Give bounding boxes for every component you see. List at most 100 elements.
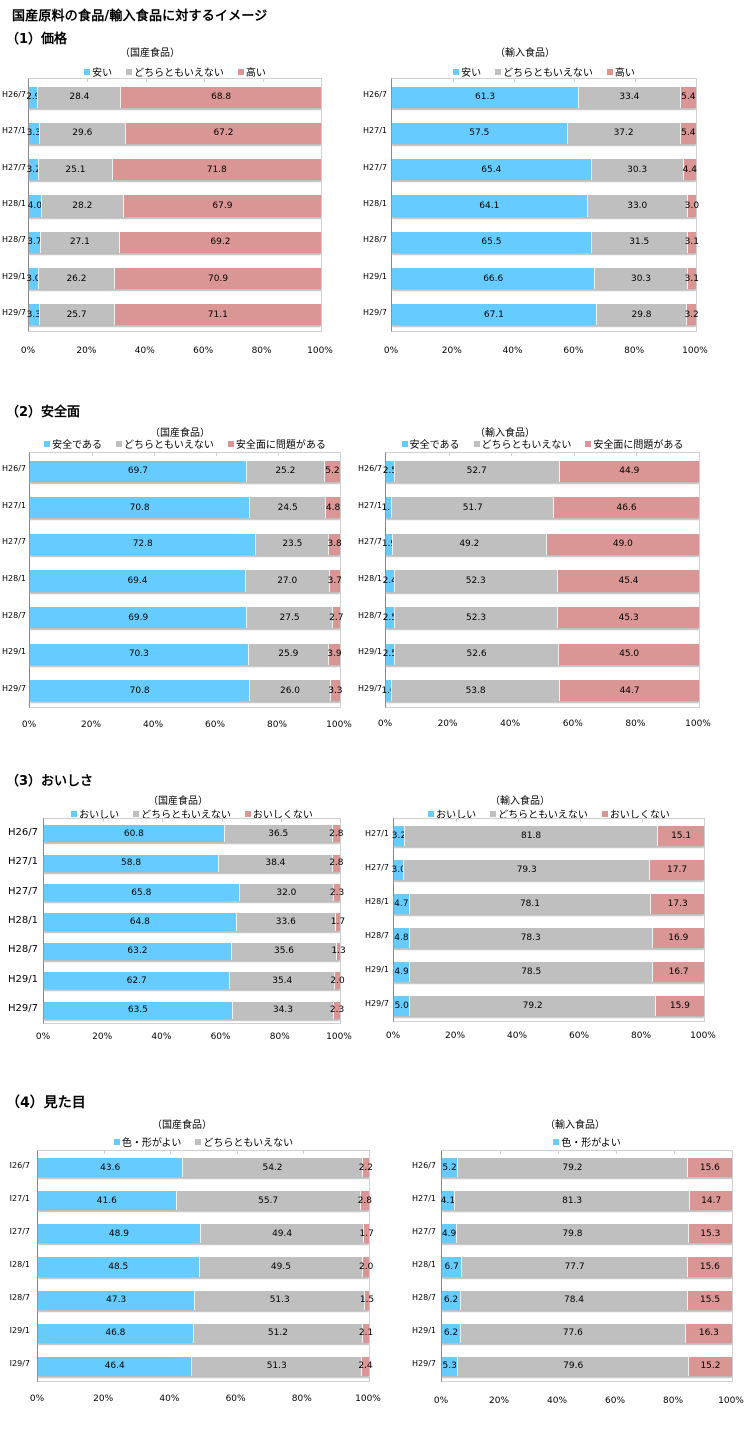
bar-segment-negative: 15.9 xyxy=(654,996,704,1016)
plot-area: 69.7 25.2 5.2 70.8 24.5 4.8 72.8 23.5 3.8 69.4 27.… xyxy=(29,452,343,708)
data-label: 5.4 xyxy=(681,92,696,103)
data-label: 79.8 xyxy=(562,1228,583,1239)
x-tick-label: 40% xyxy=(151,1032,172,1042)
legend-swatch-negative xyxy=(606,68,613,75)
x-tick-label: 0% xyxy=(35,1032,51,1042)
bar-row: 69.9 27.5 2.7 xyxy=(30,606,343,629)
data-label: 64.8 xyxy=(129,916,150,927)
bar-segment-neutral: 33.0 xyxy=(586,195,687,217)
category-label: H27/1 xyxy=(363,126,387,136)
bar-row: 65.8 32.0 2.3 xyxy=(44,884,344,902)
data-label: 3.2 xyxy=(391,830,407,841)
bar-row: 6.2 77.6 16.3 xyxy=(442,1323,732,1343)
bar-segment-positive: 60.8 xyxy=(44,825,224,843)
data-label: 51.7 xyxy=(462,502,483,513)
legend-swatch-positive xyxy=(84,68,91,75)
data-label: 79.2 xyxy=(522,1000,543,1011)
gridline-tick xyxy=(221,819,223,822)
bar-segment-negative: 1.7 xyxy=(331,913,345,931)
chart-legend: おいしい どちらともいえない おいしくない xyxy=(393,806,705,821)
bar-row: 60.8 36.5 2.8 xyxy=(44,825,344,843)
x-tick-label: 20% xyxy=(441,346,462,356)
bar-segment-neutral: 25.7 xyxy=(38,304,114,326)
bar-segment-positive: 3.3 xyxy=(27,122,41,144)
legend-label: どちらともいえない xyxy=(124,440,214,451)
bar-row: 48.5 49.5 2.0 xyxy=(38,1257,373,1277)
bar-segment-neutral: 24.5 xyxy=(249,497,326,519)
bar-segment-positive: 2.9 xyxy=(26,86,41,108)
category-label: H28/7 xyxy=(358,610,382,620)
bar-segment-neutral: 52.6 xyxy=(393,643,559,665)
gridline-tick xyxy=(162,819,164,822)
legend-swatch-neutral xyxy=(126,68,133,75)
bar-row: 4.1 81.3 14.7 xyxy=(441,1191,732,1211)
bar-segment-negative: 71.8 xyxy=(111,159,321,181)
bar-segment-positive: 72.8 xyxy=(30,533,256,556)
data-label: 14.7 xyxy=(701,1195,722,1206)
bar-segment-positive: 2.5 xyxy=(383,460,397,482)
gridline-tick xyxy=(635,79,637,82)
legend-label: 安全面に問題がある xyxy=(593,440,684,451)
bar-row: 4.0 28.2 67.9 xyxy=(28,195,321,217)
bar-segment-negative: 4.4 xyxy=(682,159,697,181)
data-label: 27.5 xyxy=(279,612,300,623)
bar-segment-positive: 3.2 xyxy=(391,826,407,846)
legend-label: どちらともいえない xyxy=(498,810,588,821)
chart-title: （国産食品） xyxy=(150,428,210,439)
data-label: 41.6 xyxy=(96,1195,117,1206)
data-label: 58.8 xyxy=(121,858,142,869)
bar-segment-positive: 65.4 xyxy=(392,159,591,181)
bar-segment-neutral: 78.5 xyxy=(409,962,653,982)
plot-area: 61.3 33.4 5.4 57.5 37.2 5.4 65.4 30.3 4.4 64.1 33.… xyxy=(391,78,699,332)
bar-segment-neutral: 28.4 xyxy=(37,86,121,108)
bar-segment-negative: 3.9 xyxy=(327,643,342,665)
bar-segment-positive: 5.2 xyxy=(442,1157,458,1178)
legend-item-negative: おいしくない xyxy=(601,806,670,821)
gridline-tick xyxy=(278,453,279,456)
page-title: 国産原料の食品/輸入食品に対するイメージ xyxy=(12,9,268,24)
category-label: H29/7 xyxy=(363,307,387,317)
bar-segment-positive: 57.5 xyxy=(392,122,567,144)
legend-item-neutral: どちらともいえない xyxy=(195,1134,293,1149)
data-label: 15.9 xyxy=(669,1000,690,1011)
data-label: 36.5 xyxy=(268,828,289,839)
data-label: 2.5 xyxy=(382,612,398,623)
gridline-tick xyxy=(448,453,450,456)
gridline-tick xyxy=(302,1151,304,1154)
data-label: 3.7 xyxy=(27,237,42,248)
legend-swatch-positive xyxy=(71,810,78,817)
x-tick-label: 40% xyxy=(502,346,523,356)
bar-row: 6.7 77.7 15.6 xyxy=(442,1257,732,1277)
bar-segment-neutral: 52.3 xyxy=(393,606,558,629)
bar-segment-positive: 70.3 xyxy=(30,643,248,665)
category-label: I27/1 xyxy=(9,1193,30,1203)
bar-segment-negative: 3.8 xyxy=(327,533,342,556)
category-label: H29/1 xyxy=(365,965,389,974)
x-tick-label: 60% xyxy=(568,1031,590,1041)
category-label: H28/1 xyxy=(2,199,26,208)
x-tick-label: 100% xyxy=(326,1032,352,1042)
bar-segment-neutral: 54.2 xyxy=(182,1157,362,1178)
legend-item-neutral: どちらともいえない xyxy=(133,806,231,821)
bar-segment-negative: 3.3 xyxy=(328,680,343,702)
data-label: 32.0 xyxy=(276,887,297,898)
category-label: H29/7 xyxy=(2,307,26,317)
category-label: H29/1 xyxy=(2,647,26,657)
data-label: 47.3 xyxy=(106,1295,127,1306)
x-tick-label: 20% xyxy=(488,1396,510,1406)
category-label: H28/1 xyxy=(358,574,382,583)
data-label: 2.4 xyxy=(382,575,397,586)
bar-row: 3.7 27.1 69.2 xyxy=(27,231,321,253)
data-label: 79.2 xyxy=(562,1162,583,1173)
x-tick-label: 60% xyxy=(604,1396,626,1406)
data-label: 52.6 xyxy=(466,649,487,660)
bar-segment-neutral: 49.5 xyxy=(198,1257,363,1277)
data-label: 2.9 xyxy=(26,92,41,103)
data-label: 3.8 xyxy=(327,539,342,550)
category-label: H26/7 xyxy=(412,1160,436,1170)
data-label: 2.1 xyxy=(358,1328,374,1339)
x-tick-label: 0% xyxy=(377,719,393,729)
bar-segment-neutral: 38.4 xyxy=(218,854,332,872)
x-tick-label: 100% xyxy=(682,346,708,356)
bar-segment-positive: 4.8 xyxy=(394,928,409,948)
